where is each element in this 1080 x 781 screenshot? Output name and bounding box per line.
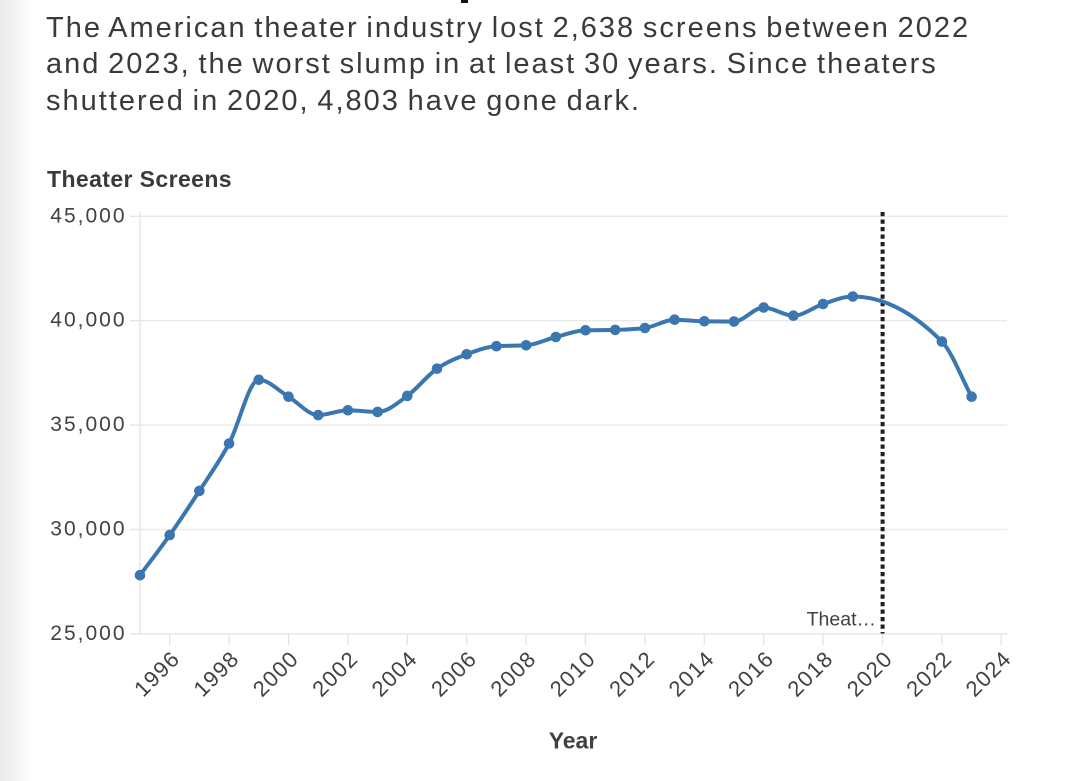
svg-text:Theat…: Theat… (807, 609, 876, 631)
svg-text:2024: 2024 (961, 646, 1017, 702)
svg-text:Year: Year (549, 728, 598, 754)
svg-text:1996: 1996 (129, 646, 185, 702)
svg-text:2002: 2002 (307, 646, 363, 702)
svg-text:1998: 1998 (188, 646, 244, 702)
svg-text:2006: 2006 (426, 646, 482, 702)
svg-text:2014: 2014 (664, 646, 720, 702)
svg-text:2018: 2018 (782, 646, 838, 702)
svg-text:2020: 2020 (842, 646, 898, 702)
svg-text:40,000: 40,000 (50, 309, 126, 332)
svg-text:2000: 2000 (248, 646, 304, 702)
svg-text:2022: 2022 (901, 646, 957, 702)
svg-text:30,000: 30,000 (50, 518, 126, 541)
svg-text:2008: 2008 (485, 646, 541, 702)
svg-text:25,000: 25,000 (50, 622, 126, 645)
svg-text:2004: 2004 (367, 646, 423, 702)
svg-text:45,000: 45,000 (50, 204, 126, 227)
svg-text:35,000: 35,000 (50, 413, 126, 436)
svg-text:2016: 2016 (723, 646, 779, 702)
svg-text:2012: 2012 (604, 646, 660, 702)
svg-text:2010: 2010 (545, 646, 601, 702)
